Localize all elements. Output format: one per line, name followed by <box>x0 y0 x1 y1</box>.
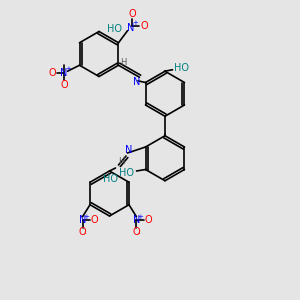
Text: +: + <box>65 66 71 72</box>
Text: +: + <box>138 214 144 220</box>
Text: N: N <box>60 68 68 78</box>
Text: H: H <box>118 158 125 166</box>
Text: -: - <box>138 230 140 236</box>
Text: +: + <box>132 20 138 26</box>
Text: HO: HO <box>106 23 122 34</box>
Text: -: - <box>84 230 86 236</box>
Text: O: O <box>90 215 98 225</box>
Text: N: N <box>133 77 140 87</box>
Text: N: N <box>79 215 86 225</box>
Text: O: O <box>133 227 140 237</box>
Text: H: H <box>120 58 126 67</box>
Text: O: O <box>140 21 148 31</box>
Text: O: O <box>60 80 68 90</box>
Text: O: O <box>79 227 86 237</box>
Text: HO: HO <box>103 174 118 184</box>
Text: O: O <box>128 9 136 19</box>
Text: N: N <box>127 23 134 33</box>
Text: O: O <box>48 68 56 78</box>
Text: HO: HO <box>174 63 189 73</box>
Text: +: + <box>84 214 90 220</box>
Text: N: N <box>125 145 133 155</box>
Text: N: N <box>133 215 140 225</box>
Text: HO: HO <box>118 167 134 178</box>
Text: O: O <box>144 215 152 225</box>
